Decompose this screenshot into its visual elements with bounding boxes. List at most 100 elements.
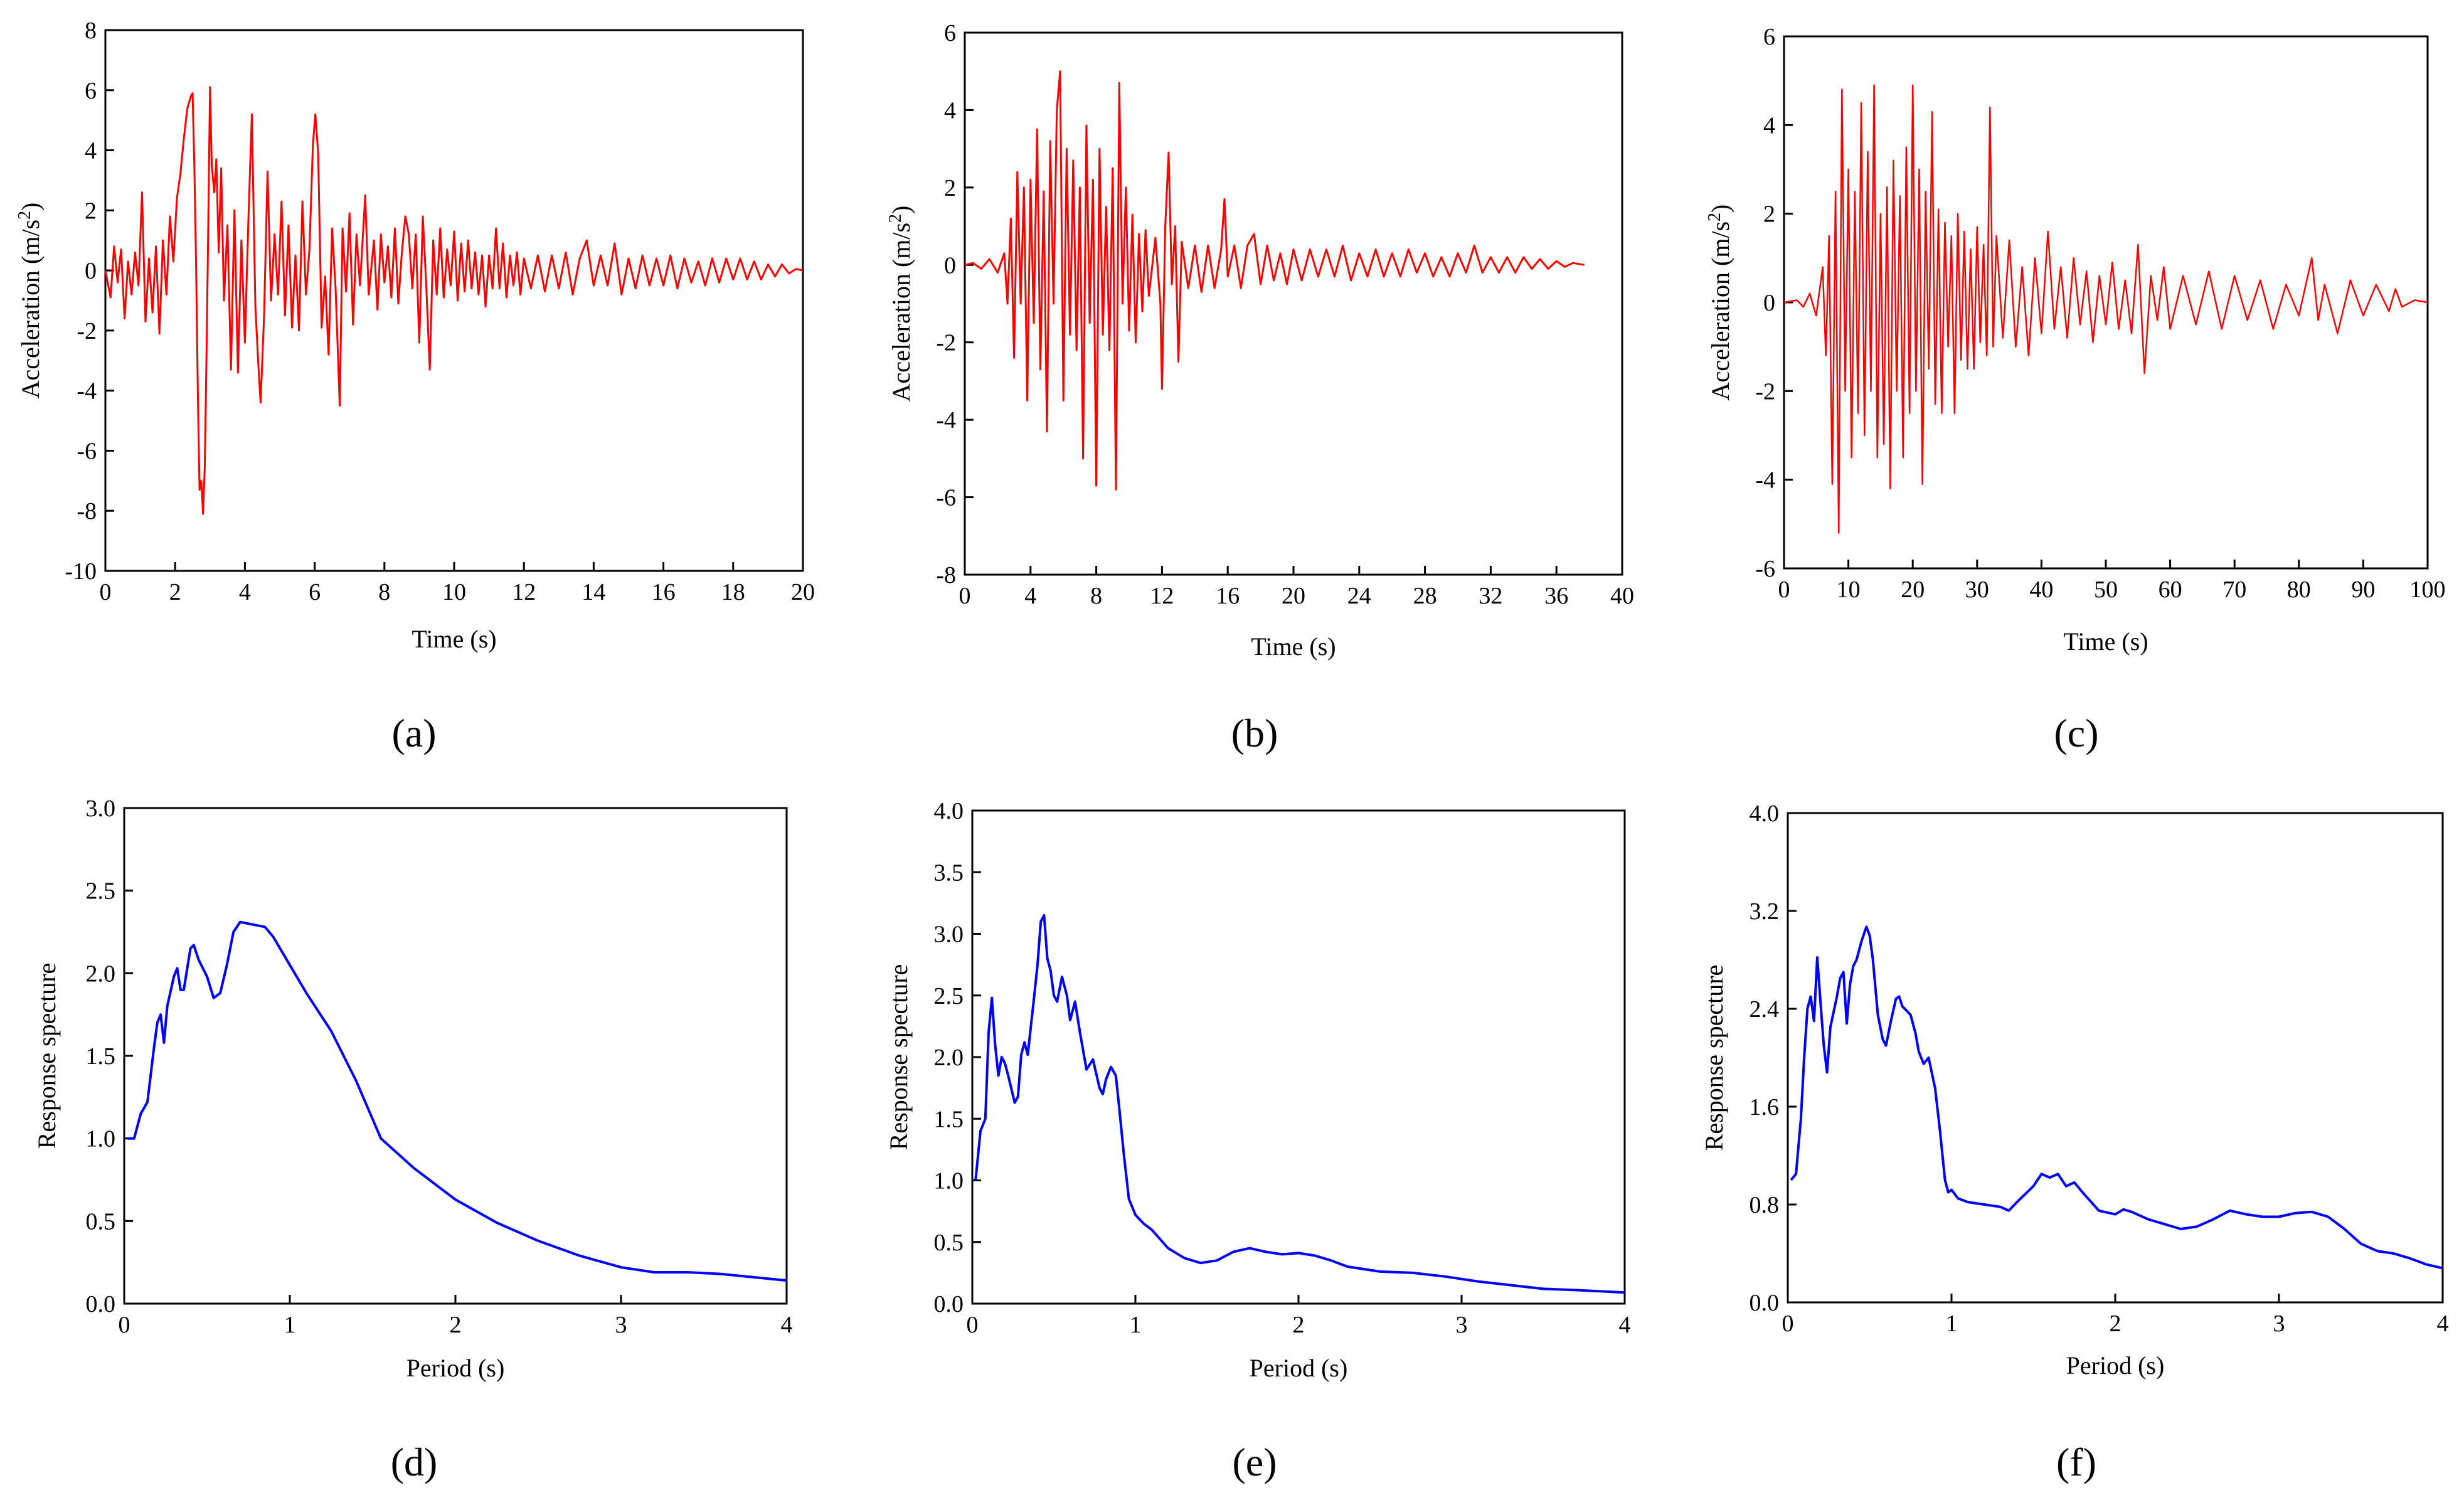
x-axis-label: Time (s) <box>2063 627 2148 656</box>
y-tick-label: 1.6 <box>1750 1094 1780 1120</box>
y-tick-label: 1.5 <box>934 1106 964 1132</box>
y-tick-label: -4 <box>936 407 956 434</box>
x-tick-label: 2 <box>169 579 181 605</box>
x-tick-label: 8 <box>1090 583 1102 609</box>
y-axis-label: Acceleration (m/s2) <box>1705 205 1734 401</box>
x-tick-label: 0 <box>1782 1311 1794 1337</box>
x-axis-label: Period (s) <box>406 1354 505 1382</box>
y-tick-label: 6 <box>1763 24 1775 50</box>
x-ticks: 0 4 8 12 16 20 24 28 32 36 40 <box>959 566 1634 609</box>
x-tick-label: 10 <box>442 579 466 605</box>
x-tick-label: 4 <box>2437 1311 2449 1337</box>
y-tick-label: -8 <box>77 498 97 524</box>
y-tick-label: -6 <box>936 485 956 511</box>
y-tick-label: 4 <box>944 97 956 124</box>
x-tick-label: 50 <box>2094 577 2118 603</box>
series-line <box>127 920 787 1282</box>
y-ticks: -6 -4 -2 0 2 4 6 <box>1755 24 1793 582</box>
x-tick-label: 1 <box>1130 1312 1142 1338</box>
y-tick-label: 2 <box>944 175 956 201</box>
y-tick-label: 3.5 <box>934 859 964 886</box>
y-ticks: 0.0 0.5 1.0 1.5 2.0 2.5 3.0 3.5 4.0 <box>934 798 981 1317</box>
y-tick-label: -8 <box>936 562 956 588</box>
y-axis-label: Response specture <box>33 963 61 1149</box>
x-tick-label: 4 <box>1619 1312 1631 1338</box>
y-tick-label: 4.0 <box>934 798 964 824</box>
y-tick-label: 0.5 <box>86 1208 116 1235</box>
x-tick-label: 3 <box>1456 1312 1468 1338</box>
x-tick-label: 18 <box>721 579 745 605</box>
x-axis-label: Time (s) <box>1251 632 1336 661</box>
y-tick-label: 6 <box>85 78 97 104</box>
y-axis-label: Acceleration (m/s2) <box>15 203 45 399</box>
x-tick-label: 60 <box>2159 577 2182 603</box>
y-axis-label: Response specture <box>1700 965 1728 1151</box>
series-line <box>104 86 804 515</box>
x-tick-label: 28 <box>1413 583 1437 609</box>
y-tick-label: 2.4 <box>1750 996 1780 1023</box>
panel-d: 0 1 2 3 4 0.0 0.5 1.0 1.5 2.0 2.5 3.0 Period (s) R… <box>33 795 793 1484</box>
x-tick-label: 80 <box>2287 577 2311 603</box>
y-tick-label: 0 <box>944 252 956 279</box>
x-tick-label: 2 <box>2110 1311 2121 1337</box>
x-axis-label: Time (s) <box>412 625 496 653</box>
y-tick-label: -6 <box>1755 556 1775 582</box>
x-tick-label: 2 <box>450 1312 462 1338</box>
y-ticks: -10 -8 -6 -4 -2 0 2 4 6 8 <box>65 18 114 585</box>
x-tick-label: 12 <box>512 579 536 605</box>
y-tick-label: 0.0 <box>934 1291 964 1317</box>
x-ticks: 0 10 20 30 40 50 60 70 80 90 100 <box>1778 560 2446 603</box>
x-tick-label: 6 <box>309 579 321 605</box>
x-ticks: 0 1 2 3 4 <box>1782 1294 2449 1337</box>
plot-frame <box>123 807 788 1305</box>
x-tick-label: 24 <box>1347 583 1371 609</box>
y-tick-label: -2 <box>936 330 956 356</box>
x-tick-label: 0 <box>959 583 971 609</box>
y-axis-label: Acceleration (m/s2) <box>886 206 915 402</box>
panel-label: (a) <box>391 711 436 755</box>
x-tick-label: 20 <box>791 579 815 605</box>
x-ticks: 0 1 2 3 4 <box>967 1295 1631 1338</box>
x-tick-label: 14 <box>581 579 605 605</box>
series-line <box>1783 84 2428 534</box>
y-tick-label: 2.0 <box>934 1045 964 1071</box>
panel-label: (f) <box>2056 1440 2096 1484</box>
y-ticks: 0.0 0.5 1.0 1.5 2.0 2.5 3.0 <box>86 795 133 1317</box>
x-axis-label: Period (s) <box>2066 1351 2165 1380</box>
y-axis-label: Response specture <box>884 964 913 1151</box>
x-tick-label: 3 <box>2273 1311 2285 1337</box>
plot-frame <box>964 31 1623 576</box>
y-tick-label: 2 <box>1763 201 1775 228</box>
y-tick-label: 0.0 <box>86 1291 116 1317</box>
series-line <box>974 914 1625 1294</box>
y-tick-label: 1.0 <box>934 1168 964 1194</box>
x-tick-label: 40 <box>1610 583 1634 609</box>
y-tick-label: 1.0 <box>86 1126 116 1152</box>
plot-frame <box>971 809 1626 1305</box>
y-tick-label: -2 <box>77 318 97 344</box>
y-tick-label: 6 <box>944 20 956 46</box>
series-line <box>964 70 1585 491</box>
x-tick-label: 4 <box>781 1312 793 1338</box>
y-tick-label: 4 <box>1763 112 1775 139</box>
y-tick-label: 2 <box>85 198 97 224</box>
panel-e: 0 1 2 3 4 0.0 0.5 1.0 1.5 2.0 2.5 3.0 3.5 4.0 Period… <box>884 798 1631 1484</box>
y-tick-label: -6 <box>77 438 97 464</box>
y-tick-label: 4 <box>85 138 97 164</box>
y-tick-label: 3.0 <box>934 922 964 948</box>
plot-frame <box>1783 35 2429 570</box>
series-line <box>1790 925 2443 1270</box>
x-tick-label: 0 <box>1778 577 1790 603</box>
y-tick-label: 4.0 <box>1750 801 1780 827</box>
y-tick-label: 2.0 <box>86 960 116 987</box>
panel-label: (b) <box>1231 711 1278 755</box>
y-ticks: -8 -6 -4 -2 0 2 4 6 <box>936 20 974 588</box>
x-ticks: 0 1 2 3 4 <box>119 1295 793 1338</box>
panel-a: 0 2 4 6 8 10 12 14 16 18 20 -10 -8 -6 -4 -2 0 2 4 6 8 Time … <box>15 18 815 755</box>
x-tick-label: 20 <box>1282 583 1305 609</box>
panel-c: 0 10 20 30 40 50 60 70 80 90 100 -6 -4 -2 0 2 4 6 Time (… <box>1705 24 2446 755</box>
y-ticks: 0.0 0.8 1.6 2.4 3.2 4.0 <box>1750 801 1797 1316</box>
x-tick-label: 1 <box>284 1312 296 1338</box>
